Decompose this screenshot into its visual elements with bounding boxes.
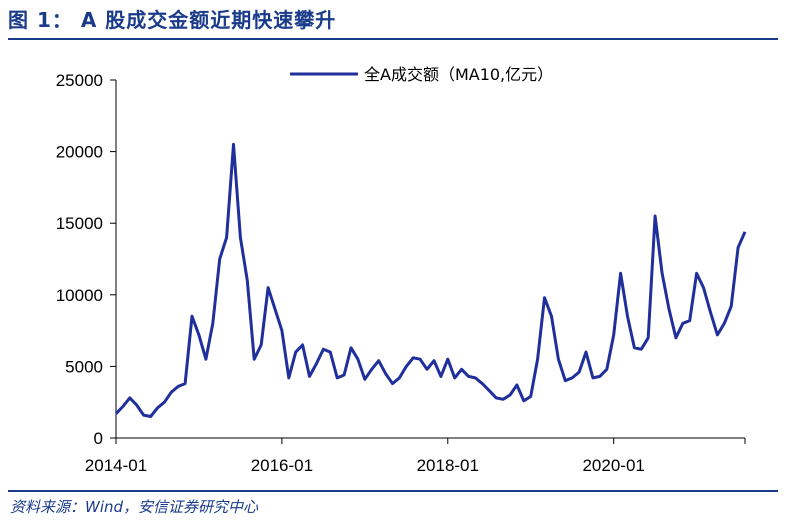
x-tick-label: 2016-01 bbox=[251, 456, 313, 475]
title-rule bbox=[8, 38, 778, 40]
footer-rule bbox=[8, 490, 778, 492]
y-tick-label: 25000 bbox=[56, 71, 103, 90]
source-note: 资料来源：Wind，安信证券研究中心 bbox=[10, 498, 259, 516]
x-tick-label: 2014-01 bbox=[85, 456, 147, 475]
series-line bbox=[114, 142, 747, 418]
y-tick-label: 5000 bbox=[65, 357, 103, 376]
figure-title: 图 1： A 股成交金额近期快速攀升 bbox=[8, 8, 337, 32]
chart-legend: 全A成交额（MA10,亿元） bbox=[290, 65, 553, 84]
chart-axes bbox=[115, 80, 745, 439]
legend-label: 全A成交额（MA10,亿元） bbox=[364, 65, 553, 84]
y-tick-label: 10000 bbox=[56, 286, 103, 305]
y-tick-label: 0 bbox=[94, 429, 103, 448]
y-tick-label: 20000 bbox=[56, 143, 103, 162]
x-tick-label: 2020-01 bbox=[582, 456, 644, 475]
chart-ticks: 0 5000 10000 15000 20000 25000 2014-01 2016-01 2… bbox=[56, 71, 746, 475]
line-chart: 0 5000 10000 15000 20000 25000 2014-01 2016-01 2… bbox=[56, 65, 747, 475]
chart-series bbox=[114, 142, 747, 418]
x-tick-label: 2018-01 bbox=[417, 456, 479, 475]
y-tick-label: 15000 bbox=[56, 214, 103, 233]
